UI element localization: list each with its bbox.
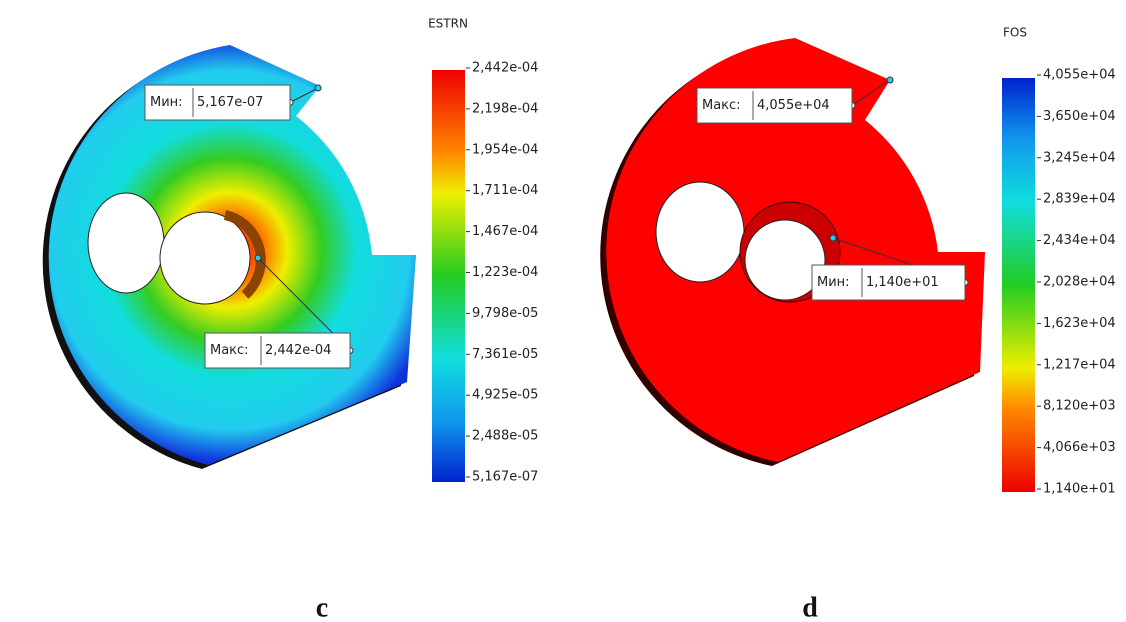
legend-title: ESTRN [428,17,468,31]
legend-tick-label: 5,167e-07 [472,470,538,485]
callout-key: Мин: [150,95,183,110]
legend-tick-label: 4,066e+03 [1043,440,1116,455]
color-bar [432,70,465,482]
legend-tick-label: 1,217e+04 [1043,357,1116,372]
callout-value: 5,167e-07 [197,95,263,110]
legend-tick-label: 2,028e+04 [1043,275,1116,290]
callout-value: 2,442e-04 [265,343,331,358]
legend-tick-label: 3,245e+04 [1043,150,1116,165]
panel-label: d [802,592,818,622]
probe-point [255,255,261,261]
probe-point [887,77,893,83]
legend-tick-label: 4,925e-05 [472,388,538,403]
callout-value: 4,055e+04 [757,98,830,113]
legend-tick-label: 9,798e-05 [472,306,538,321]
legend-tick-label: 7,361e-05 [472,347,538,362]
legend-title: FOS [1003,26,1027,40]
probe-point [830,235,836,241]
color-bar [1002,78,1035,492]
legend-tick-label: 1,711e-04 [472,183,538,198]
callout-key: Макс: [210,343,249,358]
legend-tick-label: 3,650e+04 [1043,109,1116,124]
legend-tick-label: 4,055e+04 [1043,68,1116,83]
callout-key: Мин: [817,275,850,290]
legend-tick-label: 2,434e+04 [1043,233,1116,248]
panel-label: c [316,592,328,622]
figure: ESTRN 2,442e-04 2,198e-04 1,954e-04 1,711e-0… [0,0,1126,622]
legend-tick-label: 2,442e-04 [472,61,538,76]
callout-key: Макс: [702,98,741,113]
legend-tick-label: 1,223e-04 [472,265,538,280]
legend-tick-label: 2,488e-05 [472,429,538,444]
legend-tick-label: 1,467e-04 [472,224,538,239]
legend-tick-label: 1,623e+04 [1043,316,1116,331]
probe-point [315,85,321,91]
legend-tick-label: 1,954e-04 [472,142,538,157]
callout-value: 1,140e+01 [866,275,939,290]
legend-tick-label: 2,198e-04 [472,101,538,116]
legend-tick-label: 8,120e+03 [1043,399,1116,414]
legend-tick-label: 1,140e+01 [1043,482,1116,497]
legend-tick-label: 2,839e+04 [1043,192,1116,207]
